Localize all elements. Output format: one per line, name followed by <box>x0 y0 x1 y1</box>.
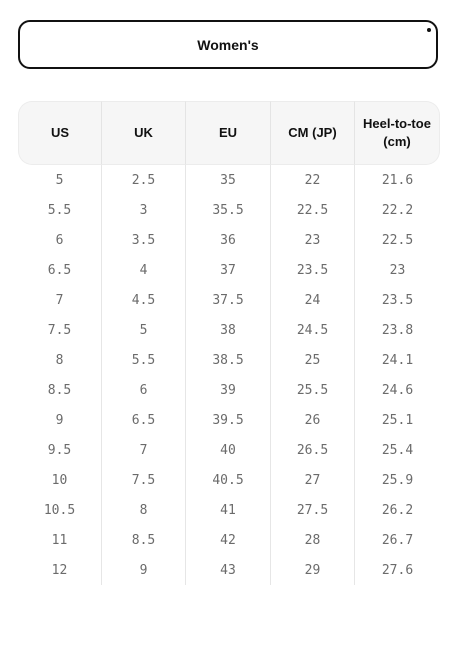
size-table-body: 5 2.5 35 22 21.6 5.5 3 35.5 22.5 22.2 6 3.5 36 23 22.5… <box>18 165 440 585</box>
table-row: 12 9 43 29 27.6 <box>18 555 440 585</box>
cell-us: 10.5 <box>18 495 102 525</box>
cell-cm-jp: 27 <box>271 465 355 495</box>
cell-us: 11 <box>18 525 102 555</box>
header-row: US UK EU CM (JP) Heel-to-toe (cm) <box>18 101 440 165</box>
gender-selector-label: Women's <box>197 36 259 53</box>
cell-cm-jp: 25 <box>271 345 355 375</box>
cell-cm-jp: 22.5 <box>271 195 355 225</box>
cell-uk: 5.5 <box>102 345 186 375</box>
size-table-header: US UK EU CM (JP) Heel-to-toe (cm) <box>18 101 440 165</box>
cell-heel-to-toe: 25.9 <box>381 472 414 488</box>
cell-us: 8.5 <box>18 375 102 405</box>
table-row: 6 3.5 36 23 22.5 <box>18 225 440 255</box>
cell-us: 9 <box>18 405 102 435</box>
cell-us: 10 <box>18 465 102 495</box>
cell-cm-jp: 23 <box>271 225 355 255</box>
cell-eu: 38.5 <box>186 345 271 375</box>
column-header-eu: EU <box>186 101 271 165</box>
cell-eu: 43 <box>186 555 271 585</box>
cell-uk: 4.5 <box>102 285 186 315</box>
cell-us: 9.5 <box>18 435 102 465</box>
cell-eu: 39.5 <box>186 405 271 435</box>
cell-uk: 3.5 <box>102 225 186 255</box>
cell-heel-to-toe: 23 <box>389 262 406 278</box>
cell-heel-to-toe: 21.6 <box>381 172 414 188</box>
cell-uk: 4 <box>102 255 186 285</box>
cell-uk: 2.5 <box>102 165 186 195</box>
cell-cm-jp: 22 <box>271 165 355 195</box>
cell-us: 7.5 <box>18 315 102 345</box>
cell-eu: 36 <box>186 225 271 255</box>
cell-us: 5 <box>18 165 102 195</box>
cell-uk: 3 <box>102 195 186 225</box>
table-row: 9.5 7 40 26.5 25.4 <box>18 435 440 465</box>
cell-cm-jp: 26 <box>271 405 355 435</box>
cell-heel-to-toe: 26.7 <box>381 532 414 548</box>
cell-heel-to-toe: 25.4 <box>381 442 414 458</box>
table-row: 11 8.5 42 28 26.7 <box>18 525 440 555</box>
indicator-dot <box>427 28 431 32</box>
table-row: 7.5 5 38 24.5 23.8 <box>18 315 440 345</box>
column-header-uk: UK <box>102 101 186 165</box>
table-row: 7 4.5 37.5 24 23.5 <box>18 285 440 315</box>
cell-heel-to-toe: 24.1 <box>381 352 414 368</box>
size-table-container: US UK EU CM (JP) Heel-to-toe (cm) 5 2.5 35… <box>18 101 440 585</box>
cell-eu: 37.5 <box>186 285 271 315</box>
gender-selector[interactable]: Women's <box>18 20 438 69</box>
cell-uk: 5 <box>102 315 186 345</box>
cell-us: 8 <box>18 345 102 375</box>
cell-eu: 37 <box>186 255 271 285</box>
cell-us: 12 <box>18 555 102 585</box>
cell-heel-to-toe: 25.1 <box>381 412 414 428</box>
cell-cm-jp: 25.5 <box>271 375 355 405</box>
table-row: 9 6.5 39.5 26 25.1 <box>18 405 440 435</box>
cell-cm-jp: 24 <box>271 285 355 315</box>
cell-eu: 40 <box>186 435 271 465</box>
table-row: 10 7.5 40.5 27 25.9 <box>18 465 440 495</box>
cell-uk: 8 <box>102 495 186 525</box>
cell-us: 5.5 <box>18 195 102 225</box>
cell-heel-to-toe: 22.5 <box>381 232 414 248</box>
cell-eu: 40.5 <box>186 465 271 495</box>
cell-us: 6 <box>18 225 102 255</box>
cell-eu: 35 <box>186 165 271 195</box>
cell-eu: 38 <box>186 315 271 345</box>
column-header-heel-to-toe: Heel-to-toe (cm) <box>355 101 440 165</box>
cell-heel-to-toe: 24.6 <box>381 382 414 398</box>
cell-cm-jp: 29 <box>271 555 355 585</box>
cell-cm-jp: 24.5 <box>271 315 355 345</box>
cell-heel-to-toe: 26.2 <box>381 502 414 518</box>
cell-heel-to-toe: 23.8 <box>381 322 414 338</box>
cell-uk: 6 <box>102 375 186 405</box>
cell-heel-to-toe: 23.5 <box>381 292 414 308</box>
cell-uk: 7 <box>102 435 186 465</box>
cell-uk: 6.5 <box>102 405 186 435</box>
cell-us: 7 <box>18 285 102 315</box>
cell-cm-jp: 23.5 <box>271 255 355 285</box>
cell-cm-jp: 27.5 <box>271 495 355 525</box>
column-header-us: US <box>18 101 102 165</box>
table-row: 6.5 4 37 23.5 23 <box>18 255 440 285</box>
table-row: 8.5 6 39 25.5 24.6 <box>18 375 440 405</box>
cell-cm-jp: 26.5 <box>271 435 355 465</box>
cell-uk: 7.5 <box>102 465 186 495</box>
column-header-cm-jp: CM (JP) <box>271 101 355 165</box>
cell-uk: 8.5 <box>102 525 186 555</box>
cell-eu: 41 <box>186 495 271 525</box>
cell-eu: 39 <box>186 375 271 405</box>
cell-uk: 9 <box>102 555 186 585</box>
cell-us: 6.5 <box>18 255 102 285</box>
cell-heel-to-toe: 22.2 <box>381 202 414 218</box>
table-row: 5.5 3 35.5 22.5 22.2 <box>18 195 440 225</box>
size-table: US UK EU CM (JP) Heel-to-toe (cm) 5 2.5 35… <box>18 101 440 585</box>
table-row: 10.5 8 41 27.5 26.2 <box>18 495 440 525</box>
table-row: 5 2.5 35 22 21.6 <box>18 165 440 195</box>
cell-eu: 42 <box>186 525 271 555</box>
cell-cm-jp: 28 <box>271 525 355 555</box>
cell-heel-to-toe: 27.6 <box>381 562 414 578</box>
cell-eu: 35.5 <box>186 195 271 225</box>
table-row: 8 5.5 38.5 25 24.1 <box>18 345 440 375</box>
